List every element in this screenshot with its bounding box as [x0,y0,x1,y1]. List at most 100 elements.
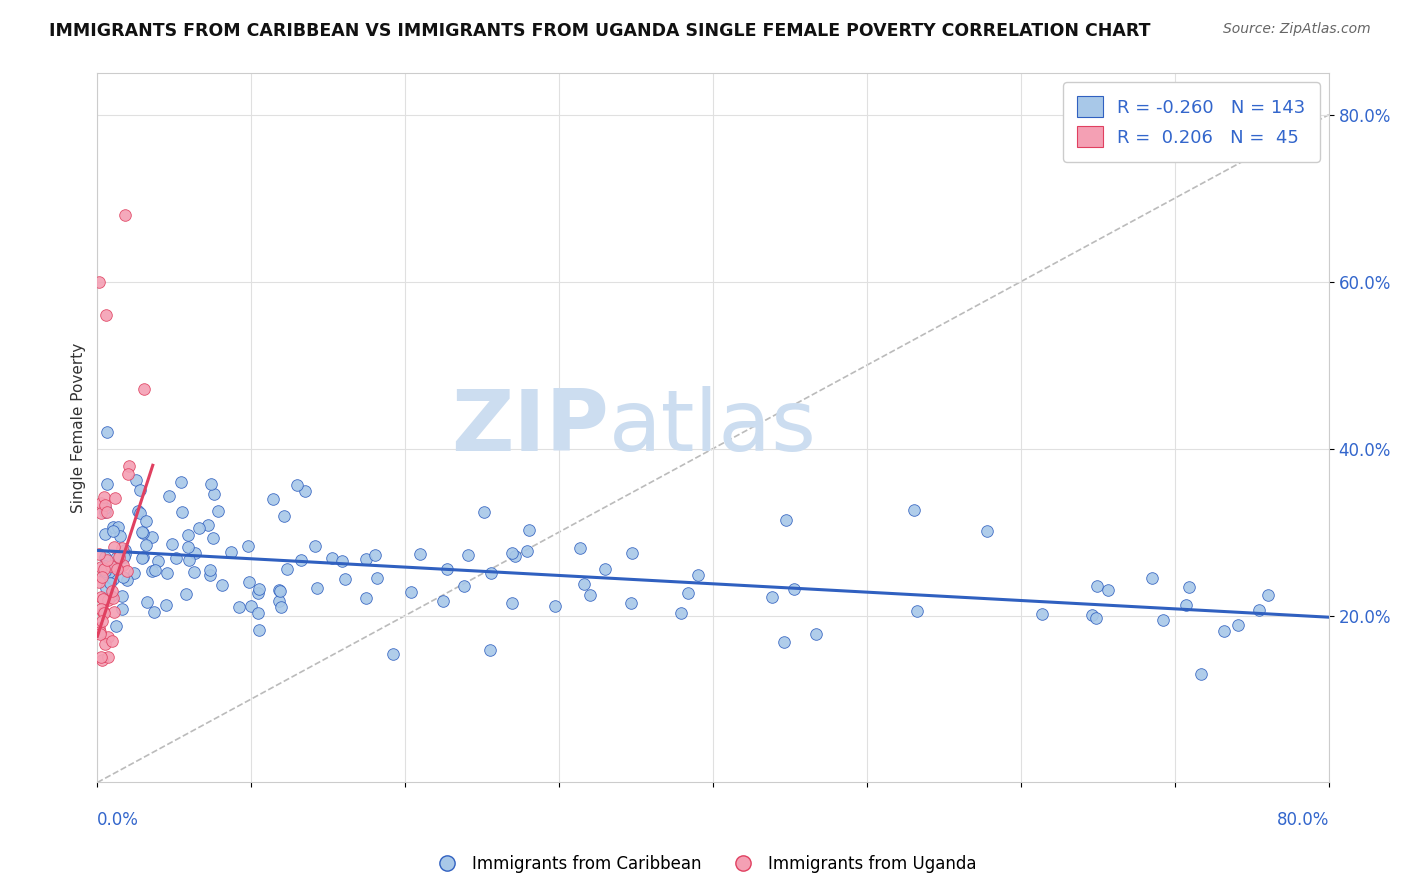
Point [89,275,111,289]
Point [101,520,124,534]
Point [330,553,353,567]
Point [907,604,929,618]
Point [290,552,312,566]
Point [356,552,378,566]
Point [211,578,233,592]
Point [107,561,129,575]
Point [94,581,117,595]
Point [90,506,112,520]
Point [132,526,155,541]
Point [122,566,145,580]
Point [1257,588,1279,602]
Point [1227,618,1250,632]
Point [676,585,699,599]
Point [688,568,710,582]
Point [103,572,125,586]
Point [249,623,271,637]
Point [273,509,295,524]
Point [111,589,134,603]
Point [1178,580,1201,594]
Point [478,643,501,657]
Point [101,591,124,605]
Point [198,563,221,577]
Point [96,505,118,519]
Point [90,590,112,604]
Point [142,605,165,619]
Legend: R = -0.260   N = 143, R =  0.206   N =  45: R = -0.260 N = 143, R = 0.206 N = 45 [1063,82,1320,161]
Point [620,596,643,610]
Point [89,624,111,639]
Point [90,496,112,510]
Point [117,467,139,482]
Point [1189,666,1212,681]
Point [110,529,132,543]
Legend: Immigrants from Caribbean, Immigrants from Uganda: Immigrants from Caribbean, Immigrants fr… [423,848,983,880]
Point [184,546,207,560]
Point [125,473,148,487]
Point [128,483,150,497]
Point [202,487,225,501]
Point [93,490,115,504]
Point [114,208,136,222]
Point [131,524,153,539]
Point [129,506,152,520]
Point [135,514,157,528]
Point [783,582,806,596]
Y-axis label: Single Female Poverty: Single Female Poverty [72,343,86,513]
Point [543,599,565,613]
Point [285,478,308,492]
Point [107,549,129,564]
Point [96,425,118,439]
Point [247,586,270,600]
Text: Source: ZipAtlas.com: Source: ZipAtlas.com [1223,22,1371,37]
Point [304,539,326,553]
Point [94,505,117,519]
Point [96,553,118,567]
Point [90,602,112,616]
Point [114,543,136,558]
Point [903,503,925,517]
Point [238,539,260,553]
Point [381,647,404,661]
Point [93,562,115,576]
Point [157,489,180,503]
Point [177,540,200,554]
Point [156,566,179,581]
Point [103,605,125,619]
Point [94,569,117,583]
Point [111,570,134,584]
Point [219,545,242,559]
Point [115,565,138,579]
Point [141,530,163,544]
Point [479,566,502,581]
Point [94,500,117,515]
Point [96,308,118,322]
Point [104,619,127,633]
Point [472,504,495,518]
Point [94,565,117,579]
Point [131,550,153,565]
Point [620,546,643,560]
Point [112,549,135,564]
Point [198,567,221,582]
Point [93,606,115,620]
Point [503,549,526,564]
Point [97,565,120,579]
Point [165,551,187,566]
Point [516,544,538,558]
Point [207,504,229,518]
Point [87,621,110,635]
Point [593,562,616,576]
Point [174,587,197,601]
Point [238,574,260,589]
Point [162,537,184,551]
Point [103,540,125,554]
Point [432,594,454,608]
Point [90,614,112,628]
Point [155,598,177,612]
Point [775,513,797,527]
Point [118,459,141,474]
Point [761,590,783,604]
Point [94,637,117,651]
Point [93,605,115,619]
